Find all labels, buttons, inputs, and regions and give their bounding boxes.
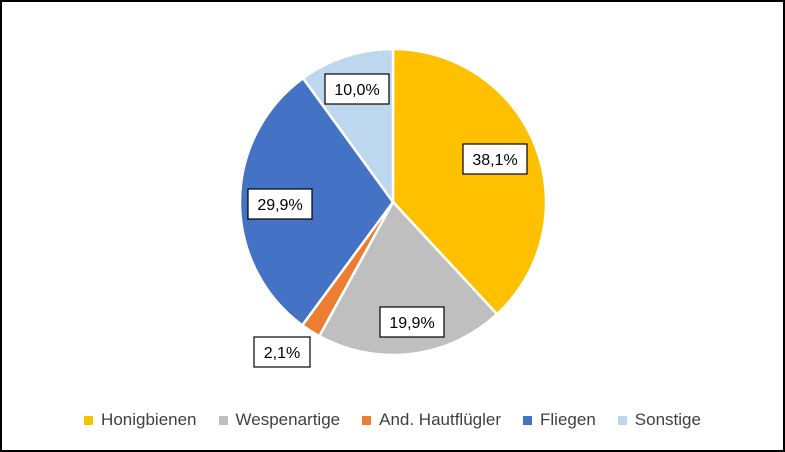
data-label-text: 38,1% bbox=[472, 152, 517, 169]
pie-slice-fliegen bbox=[238, 76, 395, 327]
data-label-text: 10,0% bbox=[334, 82, 379, 99]
data-label-box bbox=[462, 143, 528, 175]
data-label: 19,9% bbox=[379, 306, 445, 338]
data-label-text: 2,1% bbox=[264, 345, 300, 362]
legend-swatch bbox=[362, 415, 372, 425]
legend-item: And. Hautflügler bbox=[362, 410, 501, 430]
legend-label: Honigbienen bbox=[101, 410, 197, 429]
legend-item: Fliegen bbox=[523, 410, 596, 430]
legend-item: Sonstige bbox=[617, 410, 701, 430]
data-label-box bbox=[324, 73, 390, 105]
legend-label: Wespenartige bbox=[235, 410, 341, 429]
data-label-box bbox=[247, 188, 313, 220]
chart-legend: Honigbienen Wespenartige And. Hautflügler F… bbox=[2, 410, 783, 430]
data-label-text: 19,9% bbox=[389, 315, 434, 332]
legend-label: Fliegen bbox=[540, 410, 596, 429]
legend-swatch bbox=[84, 415, 94, 425]
legend-label: Sonstige bbox=[634, 410, 701, 429]
legend-item: Wespenartige bbox=[218, 410, 341, 430]
legend-swatch bbox=[617, 415, 627, 425]
data-label-box bbox=[379, 306, 445, 338]
data-label: 29,9% bbox=[247, 188, 313, 220]
legend-swatch bbox=[523, 415, 533, 425]
legend-swatch bbox=[218, 415, 228, 425]
data-label: 2,1% bbox=[253, 336, 311, 368]
data-label-box bbox=[253, 336, 311, 368]
data-label: 10,0% bbox=[324, 73, 390, 105]
data-label: 38,1% bbox=[462, 143, 528, 175]
legend-label: And. Hautflügler bbox=[379, 410, 502, 429]
data-label-text: 29,9% bbox=[257, 197, 302, 214]
pie-slice-wespenartige bbox=[318, 200, 499, 357]
pie-slice-honigbienen bbox=[391, 47, 548, 316]
legend-item: Honigbienen bbox=[84, 410, 197, 430]
